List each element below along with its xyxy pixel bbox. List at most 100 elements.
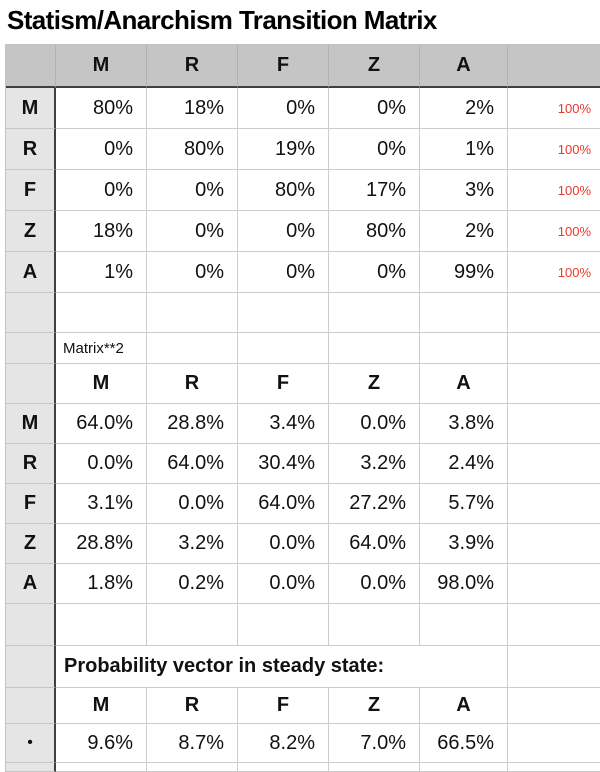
m1-col-header-R[interactable]: R — [147, 45, 238, 88]
empty-cell[interactable] — [508, 688, 600, 724]
m1-row-label-R[interactable]: R — [6, 129, 56, 170]
m2-cell[interactable]: 64.0% — [329, 524, 420, 564]
empty-cell[interactable] — [508, 404, 600, 444]
m2-cell[interactable]: 27.2% — [329, 484, 420, 524]
m2-col-header-R[interactable]: R — [147, 364, 238, 404]
m2-cell[interactable]: 2.4% — [420, 444, 508, 484]
m1-row-sum[interactable]: 100% — [508, 252, 600, 293]
m1-cell[interactable]: 0% — [329, 129, 420, 170]
m1-col-header-M[interactable]: M — [56, 45, 147, 88]
matrix2-caption[interactable]: Matrix**2 — [56, 333, 147, 364]
empty-cell[interactable] — [147, 293, 238, 333]
m2-cell[interactable]: 0.2% — [147, 564, 238, 604]
empty-cell[interactable] — [147, 604, 238, 646]
ss-col-header-Z[interactable]: Z — [329, 688, 420, 724]
empty-cell[interactable] — [508, 293, 600, 333]
m1-cell[interactable]: 1% — [420, 129, 508, 170]
m1-cell[interactable]: 0% — [238, 88, 329, 129]
empty-cell[interactable] — [508, 444, 600, 484]
m1-cell[interactable]: 0% — [238, 252, 329, 293]
empty-cell[interactable] — [238, 333, 329, 364]
m2-col-header-F[interactable]: F — [238, 364, 329, 404]
m1-cell[interactable]: 0% — [147, 211, 238, 252]
m2-cell[interactable]: 98.0% — [420, 564, 508, 604]
m2-col-header-A[interactable]: A — [420, 364, 508, 404]
m2-cell[interactable]: 0.0% — [238, 524, 329, 564]
m2-col-header-M[interactable]: M — [56, 364, 147, 404]
empty-cell[interactable] — [508, 564, 600, 604]
m1-row-label-M[interactable]: M — [6, 88, 56, 129]
m1-cell[interactable]: 0% — [147, 170, 238, 211]
m1-row-label-A[interactable]: A — [6, 252, 56, 293]
empty-cell[interactable] — [508, 524, 600, 564]
m1-row-sum[interactable]: 100% — [508, 88, 600, 129]
m1-cell[interactable]: 18% — [56, 211, 147, 252]
m2-cell[interactable]: 3.8% — [420, 404, 508, 444]
corner-header-cell[interactable] — [6, 45, 56, 88]
empty-cell[interactable] — [508, 364, 600, 404]
empty-row-label[interactable] — [6, 688, 56, 724]
m1-row-label-Z[interactable]: Z — [6, 211, 56, 252]
empty-row-label[interactable] — [6, 333, 56, 364]
m2-cell[interactable]: 64.0% — [56, 404, 147, 444]
m2-cell[interactable]: 3.2% — [329, 444, 420, 484]
empty-cell[interactable] — [56, 763, 147, 772]
m1-cell[interactable]: 0% — [147, 252, 238, 293]
m1-cell[interactable]: 0% — [329, 88, 420, 129]
m2-cell[interactable]: 28.8% — [147, 404, 238, 444]
empty-row-label[interactable] — [6, 604, 56, 646]
m1-col-header-Z[interactable]: Z — [329, 45, 420, 88]
empty-row-label[interactable] — [6, 364, 56, 404]
empty-cell[interactable] — [238, 604, 329, 646]
m1-cell[interactable]: 0% — [329, 252, 420, 293]
ss-cell[interactable]: 8.2% — [238, 724, 329, 763]
m1-cell[interactable]: 2% — [420, 88, 508, 129]
empty-row-label[interactable] — [6, 646, 56, 688]
m1-cell[interactable]: 80% — [238, 170, 329, 211]
m1-cell[interactable]: 17% — [329, 170, 420, 211]
m2-row-label-A[interactable]: A — [6, 564, 56, 604]
m1-col-header-F[interactable]: F — [238, 45, 329, 88]
m2-col-header-Z[interactable]: Z — [329, 364, 420, 404]
empty-cell[interactable] — [56, 293, 147, 333]
m2-row-label-Z[interactable]: Z — [6, 524, 56, 564]
empty-cell[interactable] — [508, 724, 600, 763]
empty-cell[interactable] — [420, 333, 508, 364]
empty-cell[interactable] — [508, 333, 600, 364]
sum-col-header[interactable] — [508, 45, 600, 88]
m1-cell[interactable]: 0% — [56, 129, 147, 170]
empty-cell[interactable] — [329, 333, 420, 364]
m1-cell[interactable]: 80% — [329, 211, 420, 252]
ss-cell[interactable]: 66.5% — [420, 724, 508, 763]
m1-row-label-F[interactable]: F — [6, 170, 56, 211]
m2-cell[interactable]: 3.2% — [147, 524, 238, 564]
empty-cell[interactable] — [147, 763, 238, 772]
m2-cell[interactable]: 1.8% — [56, 564, 147, 604]
m2-row-label-F[interactable]: F — [6, 484, 56, 524]
m2-cell[interactable]: 3.1% — [56, 484, 147, 524]
m1-cell[interactable]: 99% — [420, 252, 508, 293]
empty-cell[interactable] — [147, 333, 238, 364]
ss-col-header-R[interactable]: R — [147, 688, 238, 724]
m1-cell[interactable]: 18% — [147, 88, 238, 129]
empty-cell[interactable] — [420, 293, 508, 333]
ss-cell[interactable]: 9.6% — [56, 724, 147, 763]
empty-cell[interactable] — [238, 293, 329, 333]
m1-cell[interactable]: 19% — [238, 129, 329, 170]
steady-state-caption[interactable]: Probability vector in steady state: — [56, 646, 508, 688]
empty-cell[interactable] — [329, 763, 420, 772]
m2-cell[interactable]: 0.0% — [329, 404, 420, 444]
m2-cell[interactable]: 64.0% — [147, 444, 238, 484]
m2-cell[interactable]: 0.0% — [238, 564, 329, 604]
m2-cell[interactable]: 0.0% — [56, 444, 147, 484]
m1-cell[interactable]: 3% — [420, 170, 508, 211]
empty-row-label[interactable] — [6, 293, 56, 333]
m2-cell[interactable]: 5.7% — [420, 484, 508, 524]
m2-cell[interactable]: 30.4% — [238, 444, 329, 484]
m2-row-label-R[interactable]: R — [6, 444, 56, 484]
empty-cell[interactable] — [238, 763, 329, 772]
steady-state-row-marker[interactable]: • — [6, 724, 56, 763]
m1-row-sum[interactable]: 100% — [508, 129, 600, 170]
empty-cell[interactable] — [329, 604, 420, 646]
empty-cell[interactable] — [508, 604, 600, 646]
